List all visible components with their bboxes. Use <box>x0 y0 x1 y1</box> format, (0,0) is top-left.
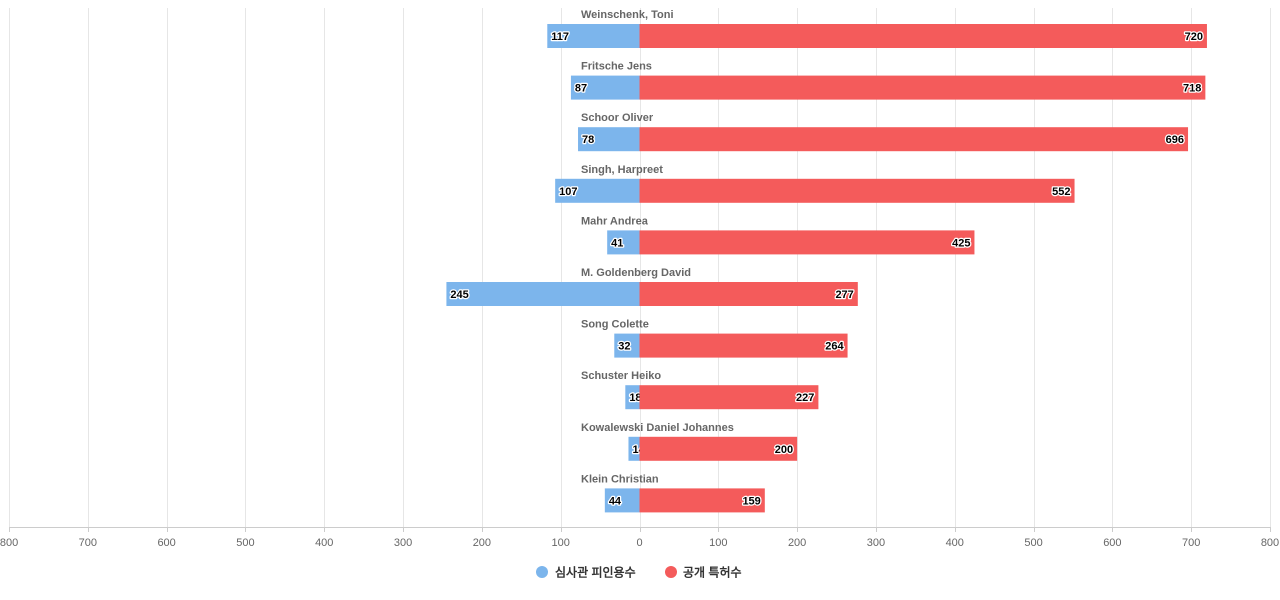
x-tick-label: 100 <box>709 537 727 549</box>
x-tick-label: 300 <box>394 537 412 549</box>
category-label: Schoor Oliver <box>581 112 654 124</box>
bar-examiner-citations[interactable] <box>555 178 640 203</box>
bar-examiner-citations[interactable] <box>570 75 640 100</box>
x-tick-label: 200 <box>473 537 491 549</box>
legend-swatch-published-patents <box>665 566 677 578</box>
x-tick-label: 400 <box>315 537 333 549</box>
bar-published-patents[interactable] <box>639 24 1207 48</box>
bar-examiner-citations[interactable] <box>628 436 640 461</box>
bar-published-patents[interactable] <box>639 230 975 255</box>
x-tick-label: 800 <box>1261 537 1279 549</box>
bar-published-patents[interactable] <box>639 75 1206 100</box>
bar-published-patents[interactable] <box>639 282 858 306</box>
bar-published-patents[interactable] <box>639 333 848 358</box>
category-label: Schuster Heiko <box>581 370 661 382</box>
x-tick-label: 200 <box>788 537 806 549</box>
data-label-examiner-citations: 44 <box>609 495 622 507</box>
legend-label-published-patents: 공개 특허수 <box>683 565 742 580</box>
data-label-published-patents: 718 <box>1183 83 1201 95</box>
category-label: M. Goldenberg David <box>581 267 691 279</box>
category-group[interactable]: Singh, Harpreet 107 552 <box>555 164 1075 203</box>
category-group[interactable]: Weinschenk, Toni 117 720 <box>547 9 1207 48</box>
category-group[interactable]: Schuster Heiko 18 227 <box>581 370 819 410</box>
bar-examiner-citations[interactable] <box>607 230 640 255</box>
category-label: Song Colette <box>581 319 649 331</box>
data-label-published-patents: 720 <box>1185 31 1203 43</box>
legend-swatch-examiner-citations <box>536 566 548 578</box>
bar-published-patents[interactable] <box>639 127 1189 152</box>
category-group[interactable]: Mahr Andrea 41 425 <box>581 215 975 255</box>
x-tick-label: 700 <box>79 537 97 549</box>
x-tick-label: 800 <box>0 537 18 549</box>
data-label-examiner-citations: 245 <box>450 289 468 301</box>
category-group[interactable]: M. Goldenberg David 245 277 <box>446 267 858 306</box>
category-group[interactable]: Schoor Oliver 78 696 <box>578 112 1189 152</box>
bar-published-patents[interactable] <box>639 488 765 513</box>
legend-label-examiner-citations: 심사관 피인용수 <box>555 565 636 580</box>
x-tick-label: 100 <box>552 537 570 549</box>
category-group[interactable]: Klein Christian 44 159 <box>581 473 765 513</box>
bar-published-patents[interactable] <box>639 385 819 410</box>
category-label: Singh, Harpreet <box>581 164 663 176</box>
data-label-examiner-citations: 107 <box>559 186 577 198</box>
x-tick-label: 700 <box>1182 537 1200 549</box>
x-tick-label: 300 <box>867 537 885 549</box>
data-label-published-patents: 552 <box>1052 186 1070 198</box>
data-label-published-patents: 159 <box>742 495 760 507</box>
category-label: Klein Christian <box>581 473 659 485</box>
data-label-published-patents: 277 <box>835 289 853 301</box>
data-label-published-patents: 264 <box>825 341 844 353</box>
legend-item-published-patents[interactable]: 공개 특허수 <box>665 565 742 580</box>
data-label-examiner-citations: 32 <box>618 341 630 353</box>
bar-groups: Weinschenk, Toni 117 720 Fritsche Jens 87 718… <box>446 9 1207 513</box>
x-tick-label: 500 <box>1024 537 1042 549</box>
data-label-examiner-citations: 18 <box>629 392 641 404</box>
category-group[interactable]: Fritsche Jens 87 718 <box>570 61 1206 100</box>
x-tick-label: 500 <box>236 537 254 549</box>
x-axis: 800 700 600 500 400 300 200 100 0 100 200 300 400 500… <box>0 527 1279 549</box>
bar-examiner-citations[interactable] <box>547 24 640 48</box>
category-label: Mahr Andrea <box>581 215 649 227</box>
bar-examiner-citations[interactable] <box>614 333 640 358</box>
x-tick-label: 0 <box>636 537 642 549</box>
category-label: Weinschenk, Toni <box>581 9 674 21</box>
data-label-published-patents: 227 <box>796 392 814 404</box>
bar-published-patents[interactable] <box>639 178 1075 203</box>
bar-examiner-citations[interactable] <box>446 282 640 306</box>
x-tick-label: 400 <box>946 537 964 549</box>
data-label-examiner-citations: 117 <box>551 31 569 43</box>
data-label-examiner-citations: 87 <box>575 83 587 95</box>
data-label-examiner-citations: 78 <box>582 134 594 146</box>
category-group[interactable]: Song Colette 32 264 <box>581 319 848 358</box>
data-label-published-patents: 696 <box>1166 134 1184 146</box>
data-label-published-patents: 425 <box>952 237 970 249</box>
x-tick-label: 600 <box>157 537 175 549</box>
legend[interactable]: 심사관 피인용수 공개 특허수 <box>536 565 742 580</box>
bar-published-patents[interactable] <box>639 436 798 461</box>
bar-examiner-citations[interactable] <box>625 385 640 410</box>
bar-examiner-citations[interactable] <box>604 488 640 513</box>
x-tick-label: 600 <box>1103 537 1121 549</box>
category-label: Kowalewski Daniel Johannes <box>581 422 734 434</box>
data-label-published-patents: 200 <box>775 444 793 456</box>
bar-examiner-citations[interactable] <box>578 127 640 152</box>
data-label-examiner-citations: 41 <box>611 237 623 249</box>
legend-item-examiner-citations[interactable]: 심사관 피인용수 <box>536 565 636 580</box>
category-label: Fritsche Jens <box>581 61 652 73</box>
